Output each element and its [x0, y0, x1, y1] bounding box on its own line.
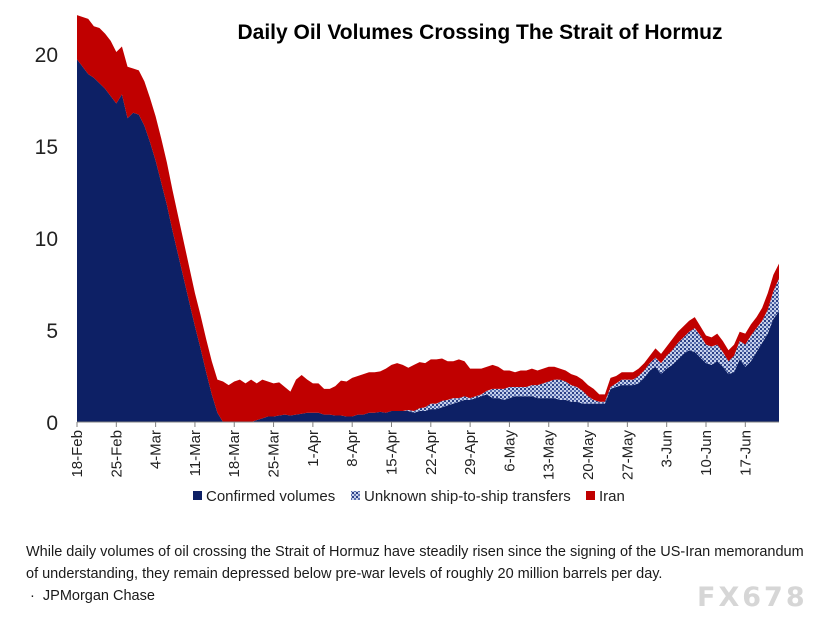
x-tick-label: 22-Apr [423, 430, 440, 475]
y-tick-label: 10 [35, 228, 58, 251]
x-tick-label: 13-May [541, 430, 558, 481]
x-tick-label: 15-Apr [384, 430, 401, 475]
axis-layer: 0 5 10 15 20 18-Feb 25-Feb 4-Mar 11-Mar 18-Mar 25-… [35, 44, 779, 480]
caption: While daily volumes of oil crossing the … [26, 544, 804, 582]
x-tick-label: 20-May [580, 430, 597, 481]
y-tick-label: 5 [46, 320, 58, 343]
source-bullet: · [30, 588, 35, 604]
x-tick-label: 4-Mar [148, 430, 165, 469]
x-tick-label: 6-May [501, 430, 518, 472]
source-line: · JPMorgan Chase [30, 588, 155, 604]
legend: Confirmed volumes Unknown ship-to-ship tr… [193, 488, 625, 505]
x-tick-label: 18-Feb [69, 430, 86, 478]
x-tick-label: 25-Feb [108, 430, 125, 478]
x-tick-label: 18-Mar [226, 430, 243, 478]
area-layer [77, 15, 779, 423]
legend-swatch [586, 491, 595, 500]
legend-swatch [193, 491, 202, 500]
x-tick-label: 10-Jun [698, 430, 715, 476]
x-tick-label: 8-Apr [344, 430, 361, 467]
x-tick-label: 1-Apr [305, 430, 322, 467]
x-tick-label: 27-May [619, 430, 636, 481]
y-tick-label: 20 [35, 44, 58, 67]
legend-label: Unknown ship-to-ship transfers [364, 488, 571, 505]
x-tick-label: 29-Apr [462, 430, 479, 475]
legend-label: Iran [599, 488, 625, 505]
y-tick-label: 15 [35, 136, 58, 159]
watermark: FX678 [697, 582, 808, 613]
chart: Daily Oil Volumes Crossing The Strait of… [35, 15, 779, 505]
series-confirmed-area [77, 59, 779, 423]
x-tick-label: 25-Mar [266, 430, 283, 478]
x-tick-label: 3-Jun [659, 430, 676, 468]
legend-label: Confirmed volumes [206, 488, 335, 505]
source-name: JPMorgan Chase [42, 588, 155, 604]
chart-title: Daily Oil Volumes Crossing The Strait of… [237, 21, 722, 44]
legend-swatch [351, 491, 360, 500]
x-tick-label: 11-Mar [187, 430, 204, 476]
x-tick-label: 17-Jun [737, 430, 754, 476]
y-tick-label: 0 [46, 412, 58, 435]
